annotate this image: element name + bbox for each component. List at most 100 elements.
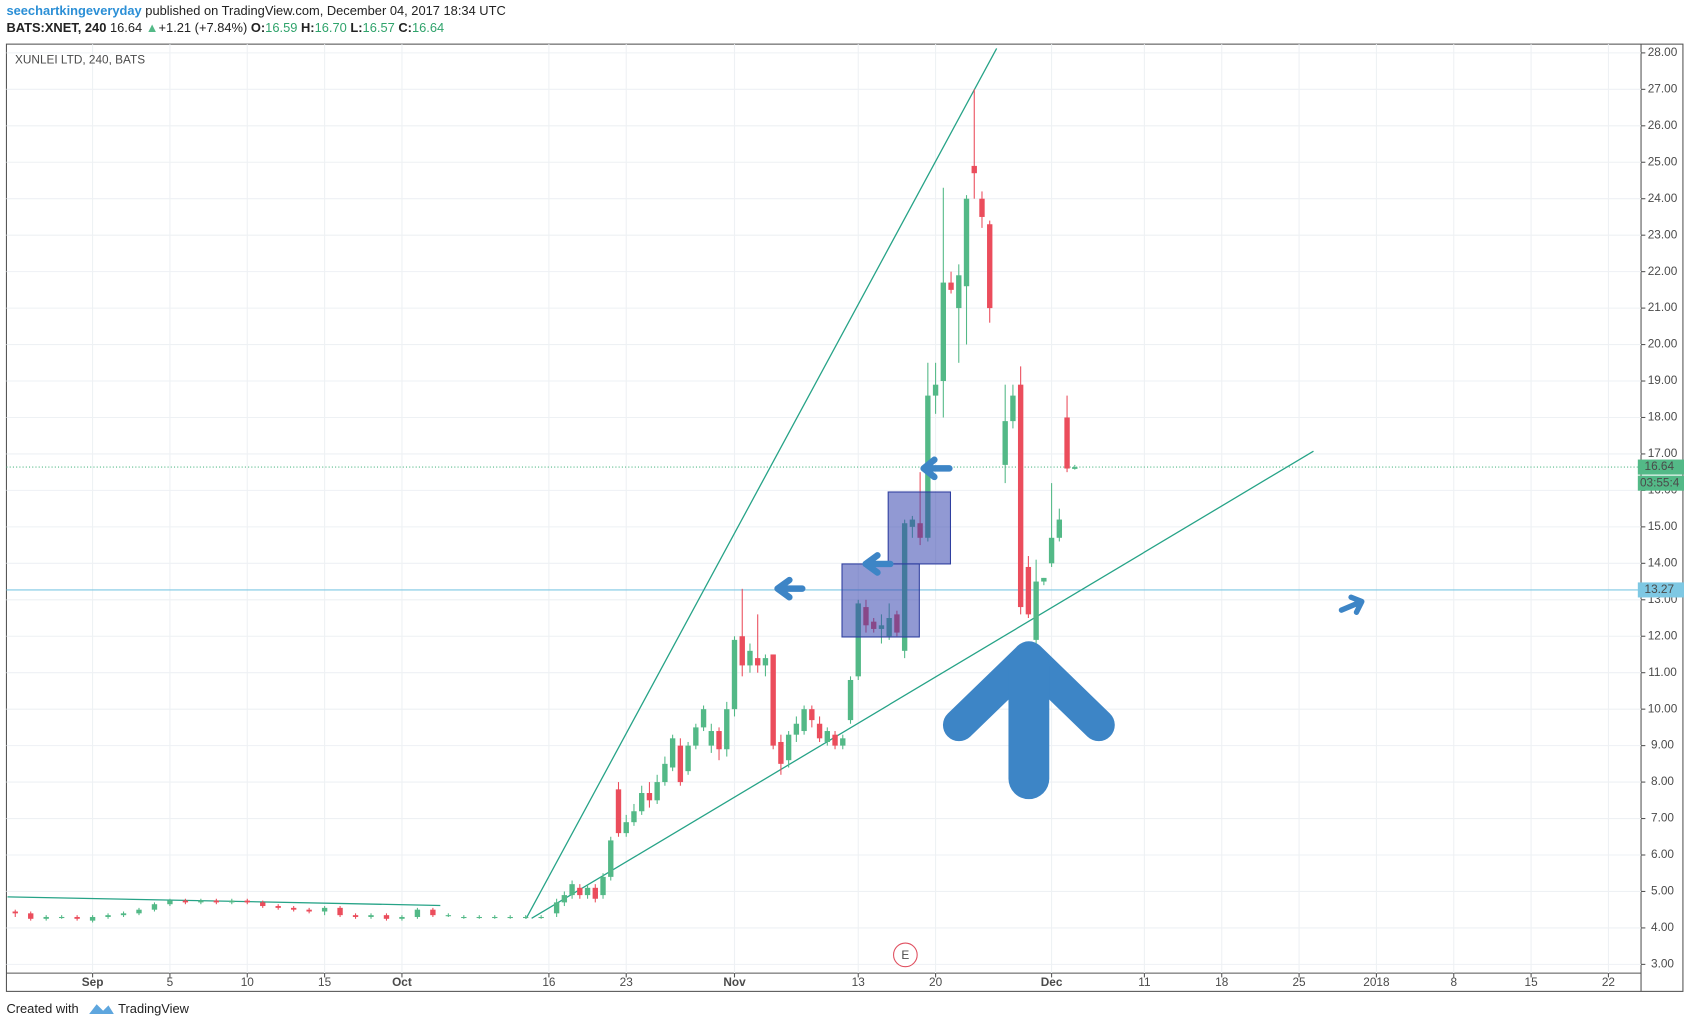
- candle-body: [608, 840, 614, 877]
- candle-body: [1002, 421, 1008, 465]
- box: [841, 563, 920, 638]
- arrow: ▲: [146, 21, 159, 36]
- axes: 3.00 4.00 5.00 6.00 7.00 8.00 9.00 10.00 11.00 12…: [82, 45, 1684, 989]
- candle-body: [321, 907, 328, 912]
- y-tick-label: 23.00: [1648, 227, 1678, 241]
- last-price-tag: [1637, 459, 1684, 475]
- candle-body: [492, 916, 498, 919]
- earnings-marker[interactable]: [893, 942, 918, 968]
- y-tick-label: 14.00: [1648, 555, 1678, 569]
- candle-body: [1025, 566, 1032, 615]
- countdown-label: 03:55:4: [1640, 475, 1680, 489]
- candle-body: [708, 731, 714, 746]
- candle-body: [809, 709, 815, 721]
- author[interactable]: seechartkingeveryday: [6, 3, 142, 18]
- candle-body: [414, 909, 421, 917]
- y-tick-label: 3.00: [1651, 957, 1674, 971]
- y-tick-label: 28.00: [1648, 45, 1678, 59]
- candle-body: [569, 884, 575, 896]
- y-tick-label: 18.00: [1648, 410, 1678, 424]
- x-tick-label: 23: [620, 975, 634, 989]
- candle-body: [1048, 537, 1055, 564]
- h-label: H:: [301, 21, 315, 36]
- candle-body: [693, 727, 699, 746]
- x-tick-label: 25: [1293, 975, 1307, 989]
- candle-body: [136, 909, 142, 914]
- candle-body: [932, 384, 939, 396]
- footer-brand[interactable]: TradingView: [118, 1001, 190, 1016]
- header-line1: seechartkingeveryday published on Tradin…: [6, 3, 505, 18]
- candle-body: [832, 734, 838, 746]
- y-tick-label: 27.00: [1648, 81, 1678, 95]
- y-tick-label: 4.00: [1651, 920, 1674, 934]
- candle-body: [229, 900, 235, 903]
- candle-body: [739, 636, 745, 666]
- y-tick-label: 26.00: [1648, 118, 1678, 132]
- candle-body: [167, 900, 173, 905]
- c-label: C:: [398, 21, 412, 36]
- candle-body: [120, 913, 127, 916]
- candle-body: [824, 731, 830, 742]
- y-tick-label: 5.00: [1651, 884, 1674, 898]
- l-label: L:: [350, 21, 362, 36]
- candle-body: [847, 679, 854, 721]
- candle-body: [105, 915, 111, 917]
- candle-body: [747, 650, 753, 666]
- price: 16.64: [110, 21, 142, 36]
- y-tick-label: 20.00: [1648, 337, 1678, 351]
- x-tick-label: 13: [852, 975, 866, 989]
- x-tick-label: Sep: [82, 975, 104, 989]
- candle-body: [368, 915, 374, 917]
- candle-body: [816, 723, 823, 739]
- candle-body: [615, 789, 622, 834]
- candle-body: [963, 198, 970, 287]
- trend-line: [7, 896, 441, 907]
- candle-body: [523, 916, 529, 919]
- candle-body: [785, 734, 792, 761]
- x-tick-label: 5: [167, 975, 174, 989]
- candle-body: [793, 723, 800, 735]
- candle-body: [538, 916, 544, 919]
- candle-body: [979, 198, 985, 217]
- candle-body: [700, 709, 707, 728]
- header-line2: BATS:XNET, 240 16.64 ▲+1.21 (+7.84%) O:1…: [6, 21, 444, 36]
- candle-body: [430, 909, 436, 916]
- candle-body: [662, 763, 668, 783]
- x-tick-label: 11: [1138, 975, 1150, 989]
- published: published on TradingView.com, December 0…: [145, 3, 505, 18]
- candle-body: [840, 738, 846, 746]
- x-tick-label: 10: [241, 975, 255, 989]
- change: +1.21 (+7.84%): [159, 21, 248, 36]
- candle-body: [352, 915, 359, 917]
- candle-body: [592, 887, 598, 899]
- candle-body: [383, 915, 390, 919]
- hline-label: 13.27: [1645, 582, 1675, 596]
- y-tick-label: 22.00: [1648, 264, 1678, 278]
- candle-body: [1033, 581, 1039, 640]
- box: [887, 491, 952, 565]
- trend-line: [525, 48, 998, 919]
- candle-body: [948, 282, 954, 290]
- candle-body: [213, 900, 220, 903]
- y-tick-label: 10.00: [1648, 701, 1678, 715]
- x-tick-label: 15: [318, 975, 332, 989]
- candle-body: [28, 913, 34, 919]
- candle-body: [584, 887, 591, 896]
- candle-body: [631, 811, 637, 823]
- legend: XUNLEI LTD, 240, BATS: [15, 52, 145, 66]
- candle-body: [445, 915, 452, 917]
- candle-body: [987, 224, 993, 309]
- candle-body: [685, 745, 691, 772]
- candle-body: [1041, 577, 1047, 582]
- candle-body: [306, 909, 312, 912]
- y-tick-label: 21.00: [1648, 300, 1678, 314]
- candle-body: [623, 822, 629, 834]
- footer-created: Created with: [6, 1001, 78, 1016]
- candle-body: [74, 916, 80, 919]
- candle-body: [801, 709, 807, 732]
- x-tick-label: Dec: [1041, 975, 1063, 989]
- x-tick-label: 15: [1525, 975, 1539, 989]
- candle-body: [1017, 384, 1024, 608]
- c-value: 16.64: [412, 21, 444, 36]
